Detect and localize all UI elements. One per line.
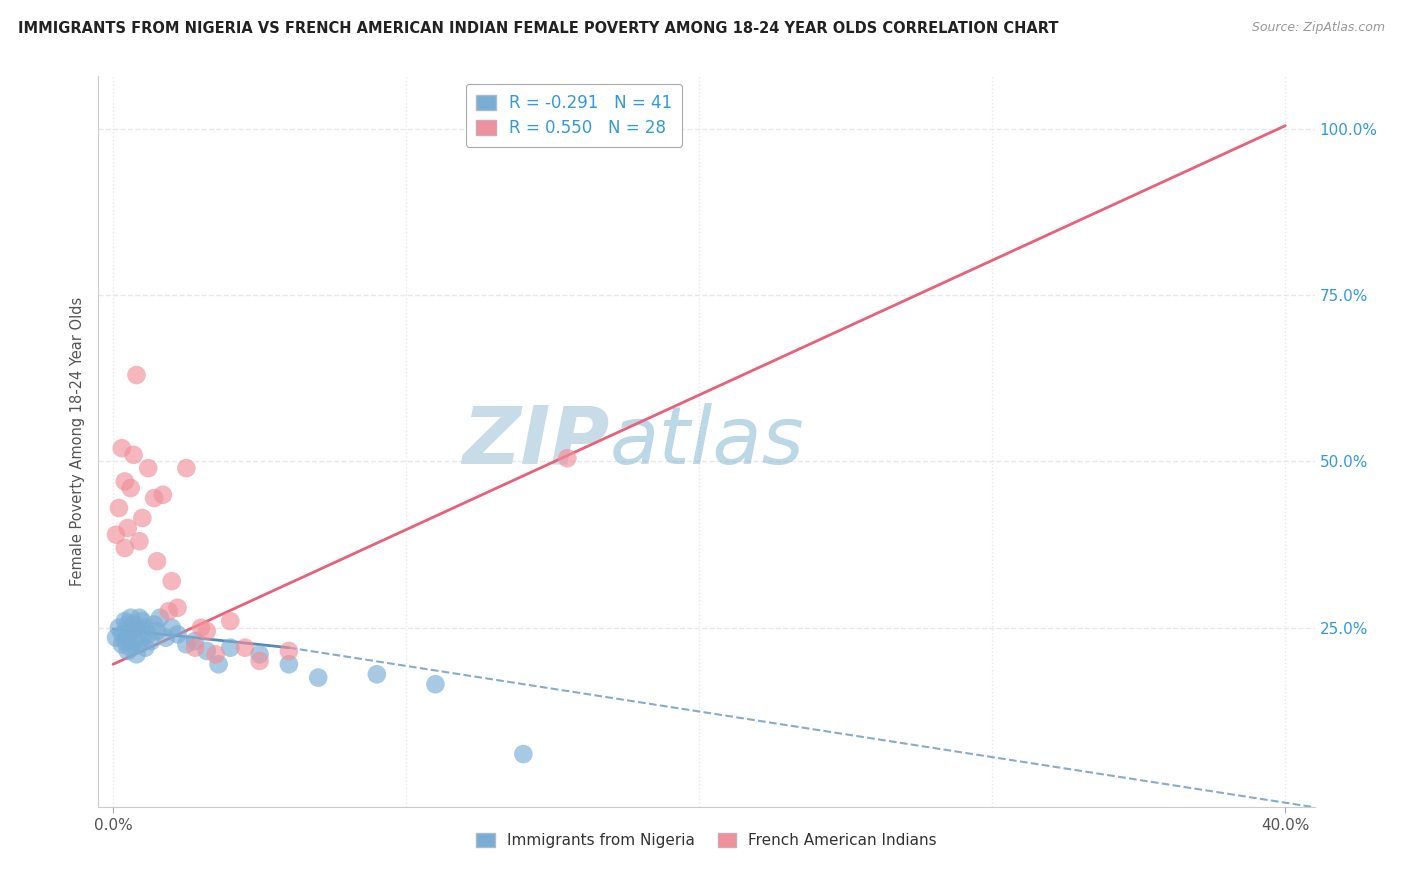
Point (114, 614, 136, 628)
Text: IMMIGRANTS FROM NIGERIA VS FRENCH AMERICAN INDIAN FEMALE POVERTY AMONG 18-24 YEA: IMMIGRANTS FROM NIGERIA VS FRENCH AMERIC… (18, 21, 1059, 36)
Point (111, 441, 134, 455)
Point (111, 637, 134, 651)
Text: ZIP: ZIP (461, 402, 609, 481)
Point (555, 451, 578, 466)
Point (207, 657, 229, 672)
Point (105, 527, 128, 541)
Point (117, 521, 139, 535)
Point (160, 574, 183, 589)
Point (141, 634, 163, 648)
Point (277, 644, 299, 658)
Point (122, 617, 145, 632)
Point (190, 621, 212, 635)
Point (307, 671, 329, 685)
Legend: Immigrants from Nigeria, French American Indians: Immigrants from Nigeria, French American… (470, 827, 943, 855)
Point (120, 624, 142, 638)
Point (146, 554, 169, 568)
Point (128, 534, 150, 549)
Point (155, 631, 177, 645)
Y-axis label: Female Poverty Among 18-24 Year Olds: Female Poverty Among 18-24 Year Olds (69, 297, 84, 586)
Point (204, 648, 226, 662)
Point (120, 640, 142, 655)
Point (425, 677, 447, 691)
Point (131, 511, 153, 525)
Point (512, 747, 534, 761)
Text: Source: ZipAtlas.com: Source: ZipAtlas.com (1251, 21, 1385, 34)
Point (111, 627, 134, 641)
Point (131, 614, 153, 628)
Point (114, 475, 136, 489)
Point (125, 621, 148, 635)
Point (176, 461, 198, 475)
Point (136, 627, 159, 641)
Point (105, 631, 128, 645)
Point (117, 617, 139, 632)
Point (117, 631, 139, 645)
Point (219, 640, 242, 655)
Point (184, 634, 207, 648)
Point (128, 611, 150, 625)
Point (160, 621, 183, 635)
Point (143, 491, 166, 505)
Point (125, 368, 148, 382)
Point (120, 611, 142, 625)
Point (219, 614, 242, 628)
Point (157, 604, 180, 618)
Point (136, 461, 159, 475)
Point (122, 448, 145, 462)
Point (146, 624, 169, 638)
Point (195, 644, 218, 658)
Point (122, 634, 145, 648)
Point (114, 634, 136, 648)
Point (166, 600, 188, 615)
Point (366, 667, 388, 681)
Point (131, 631, 153, 645)
Point (120, 481, 142, 495)
Point (195, 624, 218, 638)
Point (166, 627, 188, 641)
Point (128, 637, 150, 651)
Point (125, 648, 148, 662)
Point (249, 648, 271, 662)
Point (152, 488, 174, 502)
Point (134, 621, 156, 635)
Point (117, 644, 139, 658)
Text: atlas: atlas (609, 402, 804, 481)
Point (114, 541, 136, 555)
Point (134, 640, 156, 655)
Point (233, 640, 256, 655)
Point (108, 501, 131, 516)
Point (176, 637, 198, 651)
Point (108, 621, 131, 635)
Point (277, 657, 299, 672)
Point (149, 611, 172, 625)
Point (184, 640, 207, 655)
Point (249, 654, 271, 668)
Point (143, 617, 166, 632)
